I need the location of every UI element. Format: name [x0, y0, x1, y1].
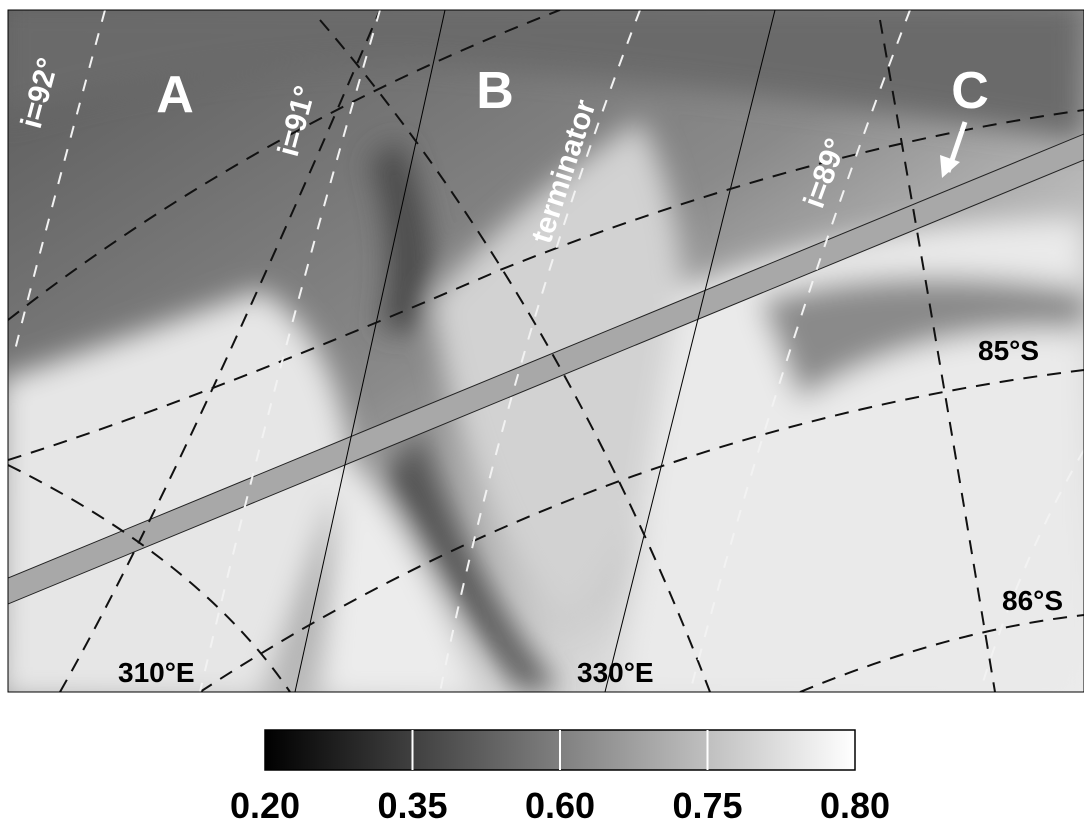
- region-label: B: [476, 62, 514, 120]
- region-label: A: [156, 66, 194, 124]
- colorbar: 0.20 0.35 0.60 0.75 0.80: [230, 730, 890, 823]
- map: A B C terminator i=92° i=91° i=89° 85°S …: [0, 0, 1084, 700]
- latitude-label: 86°S: [1002, 585, 1063, 616]
- region-label: C: [951, 62, 989, 120]
- colorbar-label: 0.20: [230, 785, 300, 823]
- colorbar-label: 0.60: [525, 785, 595, 823]
- latitude-label: 85°S: [978, 335, 1039, 366]
- colorbar-label: 0.80: [820, 785, 890, 823]
- longitude-label: 330°E: [577, 657, 654, 688]
- page: A B C terminator i=92° i=91° i=89° 85°S …: [0, 0, 1084, 823]
- colorbar-label: 0.75: [672, 785, 742, 823]
- colorbar-label: 0.35: [377, 785, 447, 823]
- longitude-label: 310°E: [118, 657, 195, 688]
